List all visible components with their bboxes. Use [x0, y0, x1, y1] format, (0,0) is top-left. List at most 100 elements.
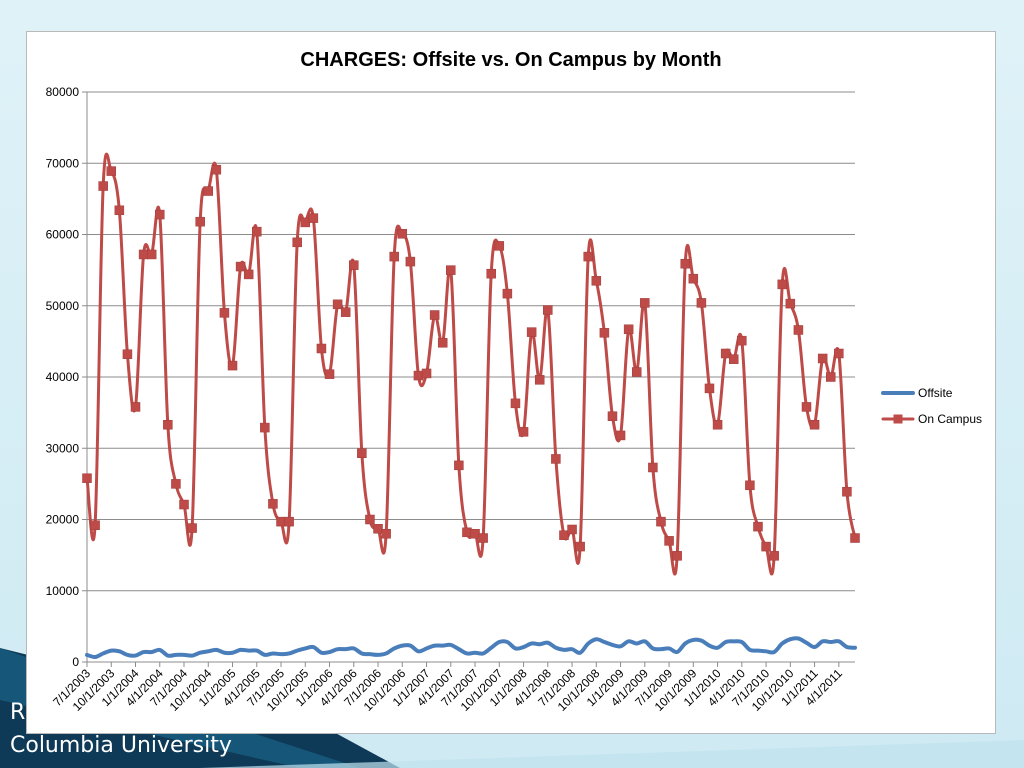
data-point-on-campus [728, 354, 739, 364]
footer-text-partial: R [10, 700, 26, 725]
data-point-on-campus [850, 533, 860, 543]
data-point-on-campus [203, 186, 214, 196]
data-point-on-campus [163, 419, 173, 430]
y-tick-label: 60000 [46, 228, 80, 242]
data-point-on-campus [777, 279, 787, 290]
data-point-on-campus [737, 335, 747, 346]
data-point-on-campus [268, 499, 278, 509]
data-point-on-campus [462, 527, 472, 538]
data-point-on-campus [712, 419, 723, 430]
data-point-on-campus [631, 367, 642, 377]
data-point-on-campus [494, 241, 505, 251]
data-point-on-campus [114, 205, 125, 216]
data-point-on-campus [235, 261, 246, 272]
data-point-on-campus [720, 348, 731, 359]
series-offsite [85, 636, 857, 660]
data-point-on-campus [543, 305, 553, 315]
data-point-on-campus [146, 249, 157, 260]
data-point-on-campus [502, 288, 513, 299]
chart-frame: CHARGES: Offsite vs. On Campus by Month … [26, 31, 996, 734]
data-point-on-campus [825, 372, 836, 382]
data-point-on-campus [227, 360, 238, 371]
data-point-on-campus [785, 298, 796, 309]
data-point-on-campus [559, 530, 569, 540]
data-point-on-campus [696, 298, 707, 308]
data-point-on-campus [122, 349, 133, 359]
data-point-on-campus [486, 268, 496, 279]
data-point-on-campus [478, 533, 488, 543]
chart: CHARGES: Offsite vs. On Campus by Month … [46, 49, 982, 714]
data-point-on-campus [252, 226, 262, 237]
data-point-on-campus [761, 541, 771, 552]
data-point-on-campus [834, 348, 844, 359]
data-point-on-campus [583, 251, 593, 262]
legend: Offsite On Campus [881, 386, 982, 426]
y-tick-label: 70000 [46, 156, 80, 170]
data-point-on-campus [179, 499, 189, 510]
data-point-on-campus [292, 237, 302, 248]
data-point-on-campus [187, 523, 197, 533]
data-point-on-campus [389, 251, 399, 262]
data-point-on-campus [340, 307, 351, 317]
y-tick-label: 80000 [46, 85, 80, 99]
data-point-on-campus [591, 276, 602, 286]
data-point-on-campus [106, 166, 117, 176]
data-point-on-campus [518, 427, 529, 437]
data-point-on-campus [842, 486, 852, 497]
data-point-on-campus [640, 298, 650, 308]
x-axis: 7/1/200310/1/20031/1/20044/1/20047/1/200… [50, 661, 855, 714]
data-point-on-campus [793, 325, 804, 335]
gridlines [87, 91, 855, 663]
data-point-on-campus [429, 310, 440, 320]
data-point-on-campus [688, 273, 699, 284]
legend-label-offsite: Offsite [918, 386, 953, 400]
data-point-on-campus [510, 398, 521, 409]
data-point-on-campus [437, 338, 448, 348]
data-point-on-campus [316, 343, 327, 354]
legend-label-on-campus: On Campus [918, 412, 982, 426]
data-point-on-campus [138, 249, 149, 260]
data-point-on-campus [300, 217, 311, 228]
footer-band-light [200, 740, 1024, 768]
data-point-on-campus [551, 454, 561, 464]
data-point-on-campus [567, 524, 577, 535]
data-point-on-campus [575, 541, 585, 552]
data-point-on-campus [648, 462, 658, 473]
series-line-offsite [85, 636, 857, 660]
data-point-on-campus [260, 422, 270, 433]
data-point-on-campus [801, 402, 812, 412]
data-point-on-campus [397, 229, 408, 239]
y-tick-label: 40000 [46, 370, 80, 384]
data-point-on-campus [357, 448, 367, 458]
data-point-on-campus [308, 213, 319, 223]
data-point-on-campus [680, 258, 690, 269]
data-point-on-campus [130, 402, 141, 412]
y-tick-label: 30000 [46, 441, 80, 455]
data-point-on-campus [704, 383, 715, 394]
data-point-on-campus [405, 256, 416, 267]
y-tick-label: 0 [72, 655, 79, 669]
series-on-campus [82, 152, 860, 576]
chart-title: CHARGES: Offsite vs. On Campus by Month [300, 49, 721, 71]
data-point-on-campus [664, 536, 674, 546]
data-point-on-campus [599, 328, 610, 338]
data-point-on-campus [615, 430, 626, 441]
data-point-on-campus [470, 529, 480, 539]
data-point-on-campus [623, 324, 634, 335]
data-point-on-campus [243, 269, 254, 280]
footer-institution: Columbia University [10, 733, 232, 758]
data-point-on-campus [373, 524, 383, 534]
data-point-on-campus [82, 473, 92, 483]
data-point-on-campus [421, 368, 432, 379]
data-point-on-campus [446, 265, 456, 275]
y-tick-label: 10000 [46, 584, 80, 598]
data-point-on-campus [817, 353, 828, 364]
data-point-on-campus [365, 514, 375, 525]
data-point-on-campus [171, 479, 181, 489]
data-point-on-campus [769, 551, 779, 561]
y-tick-label: 50000 [46, 299, 80, 313]
data-point-on-campus [656, 516, 666, 527]
data-point-on-campus [195, 216, 205, 227]
data-point-on-campus [276, 516, 286, 527]
data-point-on-campus [219, 308, 230, 318]
